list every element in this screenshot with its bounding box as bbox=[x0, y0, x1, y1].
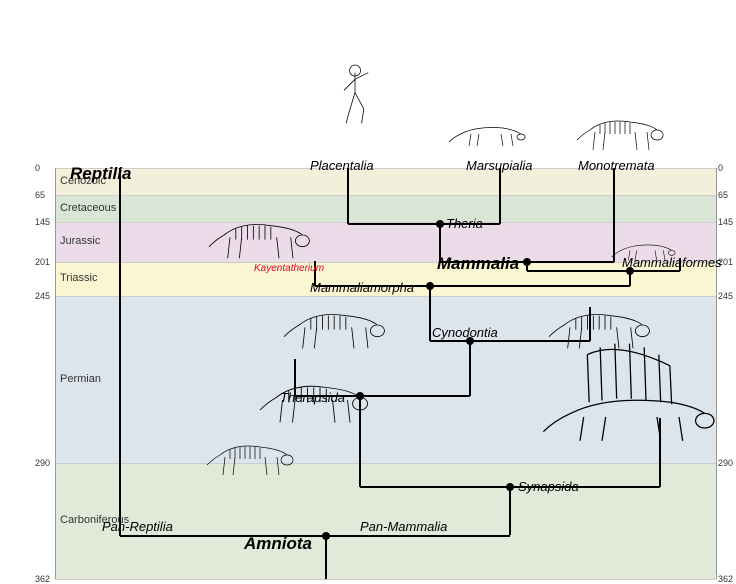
axis-tick-label: 145 bbox=[35, 217, 50, 227]
axis-tick-label: 245 bbox=[35, 291, 50, 301]
tree-branch bbox=[509, 487, 511, 535]
clade-label-cynodontia: Cynodontia bbox=[432, 325, 498, 340]
tree-branch bbox=[326, 535, 510, 537]
clade-label-theria: Theria bbox=[446, 216, 483, 231]
skeleton-sailback bbox=[540, 340, 730, 450]
axis-tick-label: 245 bbox=[718, 291, 733, 301]
period-band-cretaceous bbox=[55, 195, 716, 222]
tree-branch bbox=[348, 223, 440, 225]
axis-tick-label: 145 bbox=[718, 217, 733, 227]
gridline bbox=[55, 579, 716, 580]
axis-tick-label: 362 bbox=[718, 574, 733, 584]
tree-branch bbox=[360, 486, 510, 488]
skeleton-quadruped bbox=[560, 100, 690, 160]
skeleton-quadruped bbox=[260, 290, 420, 360]
period-label-triassic: Triassic bbox=[60, 272, 97, 284]
skeleton-quadruped bbox=[230, 360, 410, 435]
skeleton-biped bbox=[300, 20, 410, 165]
tree-branch bbox=[430, 340, 470, 342]
tree-branch bbox=[325, 536, 327, 580]
clade-label-amniota: Amniota bbox=[244, 534, 312, 554]
tree-branch bbox=[429, 286, 431, 341]
label-reptilia: Reptilia bbox=[70, 164, 131, 184]
tree-node-amniota bbox=[322, 532, 330, 540]
label-pan-mammalia: Pan-Mammalia bbox=[360, 519, 447, 534]
axis-tick-label: 0 bbox=[35, 163, 40, 173]
skeleton-small bbox=[440, 100, 550, 160]
period-label-jurassic: Jurassic bbox=[60, 235, 100, 247]
axis-line bbox=[55, 168, 56, 579]
tree-node-mammaliamorpha bbox=[426, 282, 434, 290]
label-pan-reptilia: Pan-Reptilia bbox=[102, 519, 173, 534]
skeleton-quadruped bbox=[185, 200, 345, 270]
axis-tick-label: 0 bbox=[718, 163, 723, 173]
axis-tick-label: 65 bbox=[718, 190, 728, 200]
period-label-cretaceous: Cretaceous bbox=[60, 202, 116, 214]
tree-branch bbox=[347, 168, 349, 224]
tip-label-marsupialia: Marsupialia bbox=[466, 158, 532, 173]
axis-tick-label: 362 bbox=[35, 574, 50, 584]
phylo-timeline-chart: CenozoicCretaceousJurassicTriassicPermia… bbox=[0, 0, 736, 579]
axis-tick-label: 65 bbox=[35, 190, 45, 200]
clade-label-mammalia: Mammalia bbox=[437, 254, 519, 274]
axis-tick-label: 290 bbox=[718, 458, 733, 468]
period-label-permian: Permian bbox=[60, 373, 101, 385]
skeleton-quadruped bbox=[170, 425, 340, 485]
tree-branch bbox=[469, 341, 471, 397]
tree-branch bbox=[430, 285, 630, 287]
skeleton-small bbox=[590, 222, 710, 272]
tip-label-monotremata: Monotremata bbox=[578, 158, 655, 173]
tree-node-mammalia bbox=[523, 258, 531, 266]
gridline bbox=[55, 463, 716, 464]
axis-tick-label: 290 bbox=[35, 458, 50, 468]
axis-tick-label: 201 bbox=[35, 257, 50, 267]
tree-branch bbox=[119, 168, 121, 536]
clade-label-synapsida: Synapsida bbox=[518, 479, 579, 494]
gridline bbox=[55, 195, 716, 196]
tree-branch bbox=[499, 168, 501, 224]
